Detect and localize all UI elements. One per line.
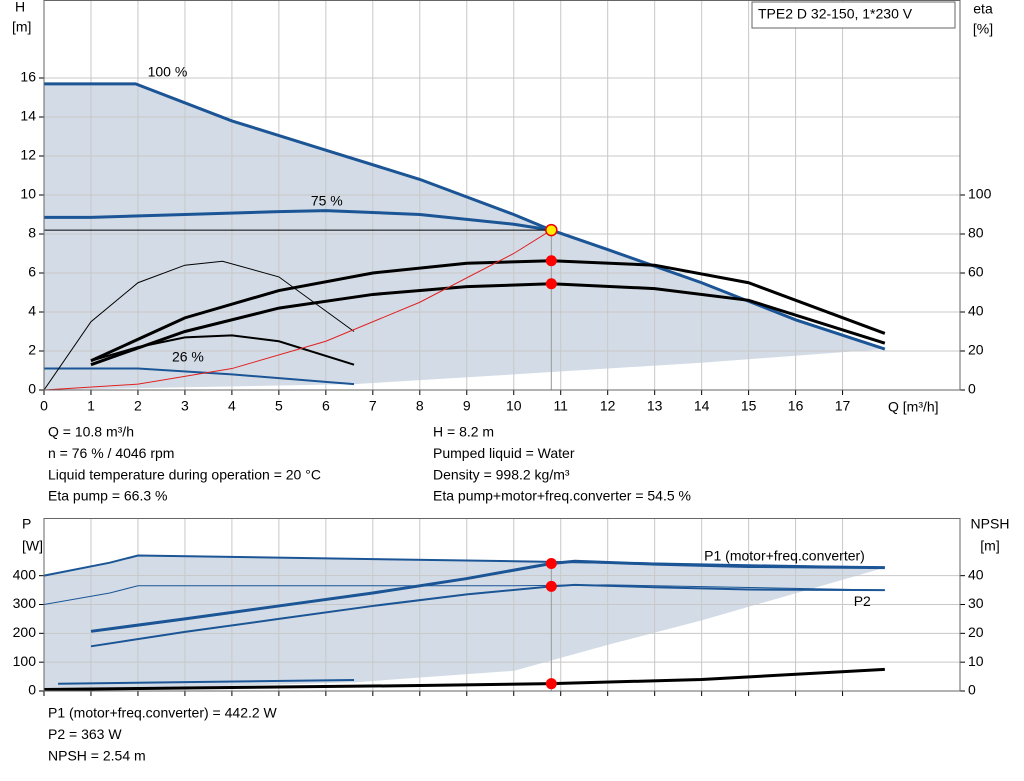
curve	[44, 82, 886, 351]
y-axis-label: P	[22, 516, 31, 532]
y2-tick-label: 0	[968, 682, 976, 698]
x-tick-label: 13	[647, 398, 663, 414]
curve	[44, 209, 552, 232]
y2-axis-label: NPSH	[971, 516, 1010, 532]
y-tick-label: 100	[13, 653, 37, 669]
curve	[43, 667, 885, 692]
x-tick-label: 5	[275, 398, 283, 414]
chart-title: TPE2 D 32-150, 1*230 V	[758, 6, 913, 22]
duty-point	[545, 278, 557, 290]
curve-label: P1 (motor+freq.converter)	[704, 547, 865, 563]
curve	[44, 367, 355, 386]
y-tick-label: 2	[28, 342, 36, 358]
x-tick-label: 8	[416, 398, 424, 414]
y-tick-label: 200	[13, 624, 37, 640]
curve	[90, 259, 886, 363]
y-tick-label: 10	[20, 186, 36, 202]
curve-label: 75 %	[311, 192, 343, 208]
curve-label: 100 %	[148, 64, 188, 80]
x-tick-label: 17	[835, 398, 851, 414]
operating-range	[44, 555, 885, 691]
x-tick-label: 1	[87, 398, 95, 414]
x-tick-label: 6	[322, 398, 330, 414]
readout: n = 76 % / 4046 rpm	[48, 445, 174, 461]
readout: Liquid temperature during operation = 20…	[48, 466, 321, 482]
y-tick-label: 0	[28, 381, 36, 397]
y2-tick-label: 40	[968, 303, 984, 319]
x-tick-label: 10	[506, 398, 522, 414]
curve-label: 26 %	[172, 348, 204, 364]
plot-frame	[43, 518, 961, 692]
readout: Eta pump+motor+freq.converter = 54.5 %	[433, 488, 691, 504]
duty-point	[545, 557, 557, 569]
curve	[90, 559, 885, 633]
duty-point	[545, 580, 557, 592]
y-tick-label: 400	[13, 566, 37, 582]
y-tick-label: 300	[13, 595, 37, 611]
readout: Pumped liquid = Water	[433, 445, 575, 461]
plot-frame	[43, 0, 961, 391]
readout: P2 = 363 W	[48, 726, 122, 742]
curve	[58, 679, 355, 685]
readout: Density = 998.2 kg/m³	[433, 466, 570, 482]
y-axis-label: [m]	[12, 19, 31, 35]
x-axis-label: Q [m³/h]	[888, 399, 939, 415]
x-tick-label: 12	[600, 398, 616, 414]
y-tick-label: 14	[20, 108, 36, 124]
curve	[90, 334, 355, 366]
duty-point	[545, 255, 557, 267]
curve	[90, 583, 885, 648]
operating-range	[44, 83, 885, 390]
y2-tick-label: 60	[968, 264, 984, 280]
curve	[90, 282, 886, 367]
y-tick-label: 0	[28, 682, 36, 698]
y2-tick-label: 20	[968, 342, 984, 358]
readout: Q = 10.8 m³/h	[48, 424, 134, 440]
y2-tick-label: 20	[968, 624, 984, 640]
x-tick-label: 4	[228, 398, 236, 414]
y2-tick-label: 10	[968, 653, 984, 669]
y2-axis-label: [m]	[980, 538, 999, 554]
y-axis-label: [W]	[22, 538, 43, 554]
y2-tick-label: 30	[968, 595, 984, 611]
curve	[43, 260, 355, 391]
y2-tick-label: 40	[968, 566, 984, 582]
duty-point	[545, 678, 557, 690]
x-tick-label: 7	[369, 398, 377, 414]
readout: NPSH = 2.54 m	[48, 747, 146, 763]
y2-axis-label: [%]	[973, 21, 993, 37]
x-tick-label: 11	[553, 398, 568, 414]
y-tick-label: 8	[28, 225, 36, 241]
y-tick-label: 12	[20, 147, 36, 163]
x-tick-label: 16	[788, 398, 804, 414]
y2-tick-label: 100	[968, 186, 992, 202]
curve-label: P2	[854, 593, 871, 609]
x-tick-label: 2	[134, 398, 142, 414]
x-tick-label: 15	[741, 398, 757, 414]
readout: P1 (motor+freq.converter) = 442.2 W	[48, 705, 278, 721]
duty-point	[545, 223, 558, 237]
y-tick-label: 16	[20, 69, 36, 85]
y2-axis-label: eta	[973, 1, 993, 17]
x-tick-label: 0	[40, 398, 48, 414]
readout: H = 8.2 m	[433, 424, 494, 440]
y-axis-label: H	[15, 0, 25, 15]
readout: Eta pump = 66.3 %	[48, 488, 167, 504]
x-tick-label: 9	[463, 398, 471, 414]
title-box	[751, 1, 956, 29]
x-tick-label: 14	[694, 398, 710, 414]
curve	[43, 229, 552, 391]
y-tick-label: 4	[28, 303, 36, 319]
y2-tick-label: 80	[968, 225, 984, 241]
x-tick-label: 3	[181, 398, 189, 414]
y-tick-label: 6	[28, 264, 36, 280]
y2-tick-label: 0	[968, 381, 976, 397]
